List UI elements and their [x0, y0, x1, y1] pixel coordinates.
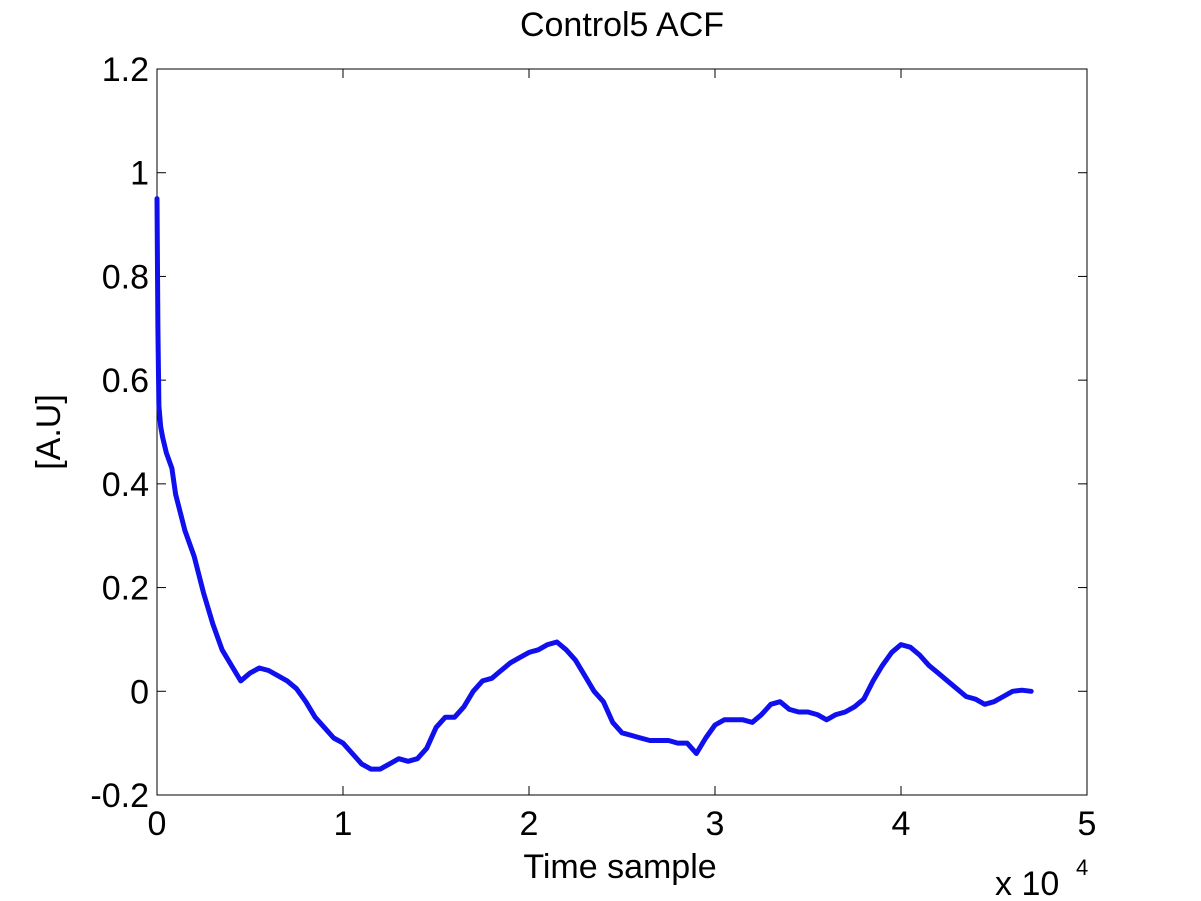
x-tick-label: 4: [892, 805, 911, 843]
x-axis-multiplier: x 10 4: [995, 855, 1088, 901]
y-tick-label: 1.2: [102, 51, 149, 89]
y-tick-label: 0.6: [102, 362, 149, 400]
x-multiplier-exponent: 4: [1076, 855, 1088, 880]
y-axis-label: [A.U]: [30, 394, 68, 470]
y-tick-label: 1: [130, 155, 149, 193]
y-tick-label: 0: [130, 673, 149, 711]
x-tick-label: 1: [334, 805, 353, 843]
plot-area: [156, 68, 1088, 796]
y-tick-label: 0.8: [102, 258, 149, 296]
x-tick-label: 3: [706, 805, 725, 843]
chart-title: Control5 ACF: [520, 6, 724, 44]
y-tick-label: 0.4: [102, 466, 149, 504]
x-multiplier-base: x 10: [995, 865, 1059, 901]
y-tick-label: -0.2: [90, 777, 149, 815]
x-tick-label: 5: [1078, 805, 1097, 843]
y-axis-ticks: -0.2 0 0.2 0.4 0.6 0.8 1 1.2: [90, 51, 1087, 815]
acf-series-line: [154, 196, 1034, 772]
y-tick-label: 0.2: [102, 570, 149, 608]
x-axis-ticks: 0 1 2 3 4 5: [148, 69, 1097, 843]
x-tick-label: 2: [520, 805, 539, 843]
x-tick-label: 0: [148, 805, 167, 843]
x-axis-label: Time sample: [523, 848, 716, 886]
